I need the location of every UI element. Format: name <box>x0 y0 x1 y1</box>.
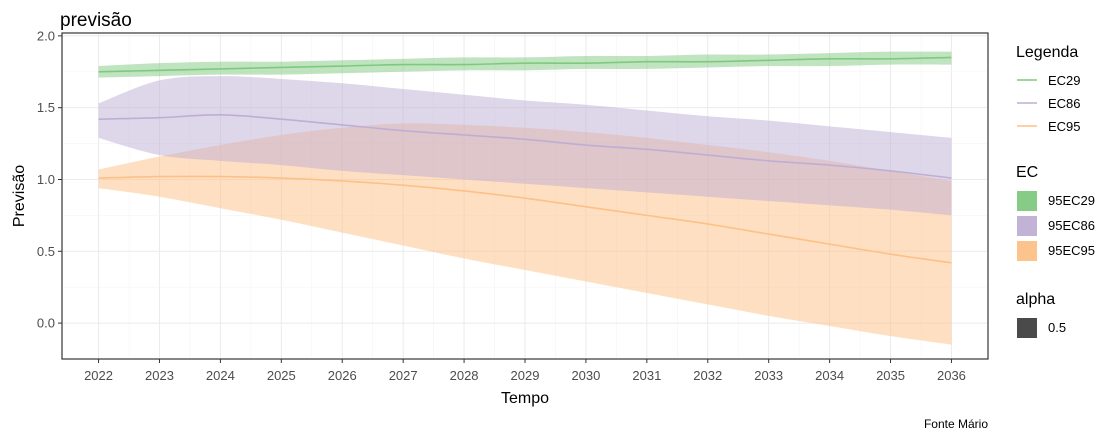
x-tick-label: 2027 <box>389 368 418 383</box>
x-tick-label: 2023 <box>145 368 174 383</box>
y-tick-label: 0.0 <box>37 316 55 331</box>
caption: Fonte Mário <box>924 417 988 431</box>
legend-title: Legenda <box>1016 44 1078 61</box>
legend-label: EC29 <box>1048 73 1081 88</box>
x-tick-label: 2026 <box>328 368 357 383</box>
x-tick-label: 2030 <box>571 368 600 383</box>
x-tick-label: 2035 <box>876 368 905 383</box>
legend-label: 0.5 <box>1048 320 1066 335</box>
legend-fill-key <box>1017 191 1037 211</box>
x-tick-label: 2024 <box>206 368 235 383</box>
x-tick-label: 2028 <box>450 368 479 383</box>
legend-label: 95EC29 <box>1048 193 1095 208</box>
plot-title: previsão <box>60 10 132 31</box>
legend-label: 95EC86 <box>1048 218 1095 233</box>
x-tick-label: 2033 <box>754 368 783 383</box>
legend-fill-key <box>1017 318 1037 338</box>
series-lines <box>98 56 952 264</box>
legend-fill-key <box>1017 216 1037 236</box>
legends: Legenda EC29 EC86 EC95 EC 95EC29 95EC86 95EC95 a… <box>1016 44 1095 338</box>
y-tick-label: 0.5 <box>37 244 55 259</box>
legend-fill-key <box>1017 241 1037 261</box>
legend-label: EC86 <box>1048 96 1081 111</box>
x-axis-title: Tempo <box>501 390 549 407</box>
legend-label: 95EC95 <box>1048 243 1095 258</box>
band-ec86 <box>98 76 952 216</box>
y-axis: 0.0 0.5 1.0 1.5 2.0 <box>37 28 62 331</box>
line-ec86 <box>98 114 952 179</box>
x-axis: 2022 2023 2024 2025 2026 2027 2028 2029 2030 2031… <box>84 359 966 383</box>
x-tick-label: 2022 <box>84 368 113 383</box>
x-tick-label: 2036 <box>937 368 966 383</box>
x-tick-label: 2025 <box>267 368 296 383</box>
y-tick-label: 1.0 <box>37 172 55 187</box>
x-tick-label: 2031 <box>632 368 661 383</box>
y-axis-title: Previsão <box>11 165 28 227</box>
x-tick-label: 2032 <box>693 368 722 383</box>
y-tick-label: 2.0 <box>37 28 55 43</box>
y-tick-label: 1.5 <box>37 100 55 115</box>
x-tick-label: 2034 <box>815 368 844 383</box>
legend-title: alpha <box>1016 291 1055 308</box>
line-ec95 <box>98 175 952 264</box>
band-ec29 <box>98 51 952 78</box>
legend-title: EC <box>1016 164 1038 181</box>
x-tick-label: 2029 <box>511 368 540 383</box>
line-ec29 <box>98 56 952 73</box>
legend-label: EC95 <box>1048 119 1081 134</box>
